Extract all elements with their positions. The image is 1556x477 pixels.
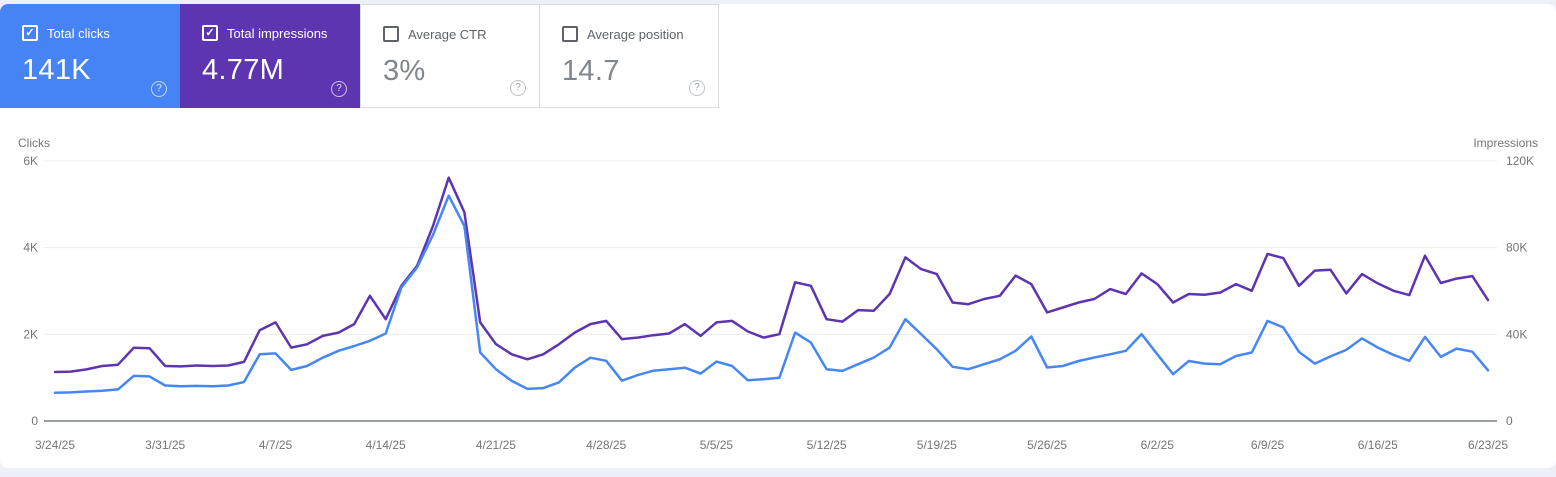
x-axis-tick: 4/28/25 — [586, 438, 626, 452]
impressions-line — [53, 176, 1490, 374]
x-axis-tick: 5/12/25 — [807, 438, 847, 452]
y-axis-tick-left: 0 — [31, 414, 38, 428]
x-axis-tick: 6/2/25 — [1141, 438, 1175, 452]
metric-card-label: Total impressions — [227, 25, 328, 41]
metric-card-header: Average position — [562, 26, 704, 42]
y-axis-tick-left: 2K — [23, 327, 38, 341]
x-axis-tick: 5/5/25 — [700, 438, 734, 452]
right-axis-title: Impressions — [1473, 136, 1538, 150]
y-axis-tick-right: 120K — [1506, 154, 1534, 168]
clicks-line — [53, 194, 1490, 395]
x-axis-tick: 5/19/25 — [917, 438, 957, 452]
metric-card-header: ✓ Total impressions — [202, 25, 346, 41]
x-axis-tick: 4/7/25 — [259, 438, 293, 452]
x-axis-tick: 6/23/25 — [1468, 438, 1508, 452]
metric-card-total-impressions[interactable]: ✓ Total impressions 4.77M ? — [180, 4, 360, 108]
y-axis-tick-right: 80K — [1506, 241, 1527, 255]
metric-card-value: 4.77M — [202, 54, 285, 86]
x-axis-tick: 3/24/25 — [35, 438, 75, 452]
metric-card-value: 14.7 — [562, 55, 620, 87]
x-axis-tick: 6/9/25 — [1251, 438, 1285, 452]
x-axis-tick: 5/26/25 — [1027, 438, 1067, 452]
y-axis-tick-right: 40K — [1506, 327, 1527, 341]
metric-card-label: Average CTR — [408, 26, 487, 42]
checkbox-total-impressions[interactable]: ✓ — [202, 25, 218, 41]
metric-cards: ✓ Total clicks 141K ? ✓ Total impression… — [0, 4, 719, 108]
metric-card-label: Total clicks — [47, 25, 110, 41]
metric-card-average-position[interactable]: Average position 14.7 ? — [539, 4, 719, 108]
y-axis-tick-left: 6K — [23, 154, 38, 168]
y-axis-tick-right: 0 — [1506, 414, 1513, 428]
metric-card-header: ✓ Total clicks — [22, 25, 166, 41]
help-icon[interactable]: ? — [331, 81, 347, 97]
x-axis-tick: 4/21/25 — [476, 438, 516, 452]
checkbox-average-ctr[interactable] — [383, 26, 399, 42]
metric-card-label: Average position — [587, 26, 684, 42]
x-axis-tick: 6/16/25 — [1358, 438, 1398, 452]
checkbox-average-position[interactable] — [562, 26, 578, 42]
metric-card-value: 141K — [22, 54, 91, 86]
metric-card-total-clicks[interactable]: ✓ Total clicks 141K ? — [0, 4, 180, 108]
x-axis-tick: 4/14/25 — [366, 438, 406, 452]
metric-card-value: 3% — [383, 55, 426, 87]
y-axis-tick-left: 4K — [23, 241, 38, 255]
metric-card-average-ctr[interactable]: Average CTR 3% ? — [360, 4, 540, 108]
help-icon[interactable]: ? — [151, 81, 167, 97]
checkbox-total-clicks[interactable]: ✓ — [22, 25, 38, 41]
metric-card-header: Average CTR — [383, 26, 525, 42]
left-axis-title: Clicks — [18, 136, 50, 150]
help-icon[interactable]: ? — [689, 80, 705, 96]
help-icon[interactable]: ? — [510, 80, 526, 96]
x-axis-tick: 3/31/25 — [145, 438, 185, 452]
